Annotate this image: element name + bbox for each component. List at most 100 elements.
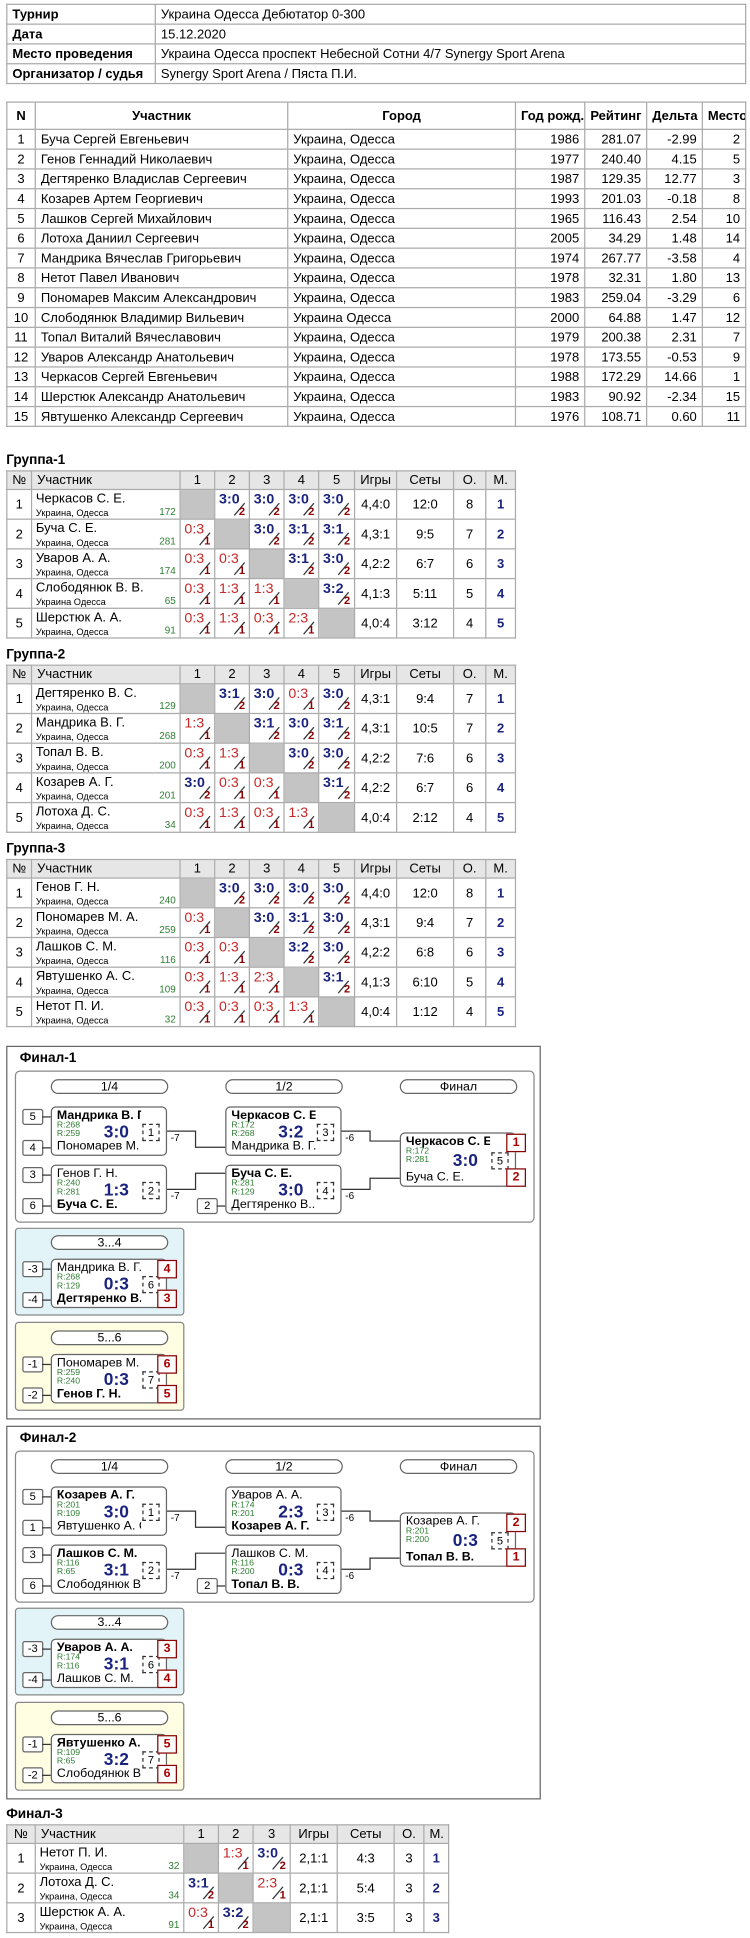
score-box: 3:0 2 [254,1845,289,1872]
player-cell: Украина, Одесса [287,405,517,427]
match-number: 4 [316,1561,335,1580]
score-box: 3:0 2 [320,550,353,577]
player-rating: R:240 [56,1377,81,1387]
player-name: Козарев А. Г. [56,1488,135,1503]
player-cell: 1 [6,128,36,150]
player-row: 1 Буча Сергей Евгеньевич Украина, Одесса 19… [6,128,747,150]
participant: Мандрика В. Г. Украина, Одесса 268 [30,712,181,744]
player-cell: Мандрика Вячеслав Григорьевич [34,247,289,269]
match-score: 0:3 [278,1559,304,1580]
empty-cell [318,996,356,1028]
info-label: Место проведения [6,43,156,65]
connector [167,1130,226,1148]
header-cell: Место [701,101,747,130]
score: 0:3 [184,970,205,986]
player-cell: -2.34 [646,386,703,408]
score-cell: 1:3 1 [179,712,216,744]
participant: Уваров А. А. Украина, Одесса 174 [30,548,181,580]
seed-box: 4 [22,1139,44,1156]
participant-name: Шерстюк А. А. [39,1904,126,1920]
score-box: 3:2 2 [220,1904,252,1931]
points: 7 [452,712,487,744]
loser-goes: -7 [170,1570,180,1582]
header-cell: № [6,1824,36,1845]
match-box: Черкасов С. Е. R:172 Буча С. Е. R:281 3:0 5 [399,1132,517,1187]
score-box: 1:3 1 [216,804,248,831]
round-label: 1/2 [225,1459,343,1474]
match-number: 5 [491,1152,509,1170]
score-box: 3:1 2 [185,1874,217,1901]
player-cell: 1974 [514,247,586,269]
games: 4,0:4 [353,607,398,639]
score-sub: 2 [204,788,211,801]
group-row: 4 Козарев А. Г. Украина, Одесса 201 3:0 2 0:3 1… [6,772,517,804]
player-rating: R:281 [405,1155,430,1165]
score-cell: 1:3 1 [248,577,285,609]
place: 3 [485,936,517,968]
player-cell: Черкасов Сергей Евгеньевич [34,366,289,388]
score-sub: 2 [308,534,315,548]
player-cell: 14 [701,227,747,249]
empty-cell [248,548,285,580]
player-rating: R:65 [56,1757,76,1767]
score-sub: 1 [308,1012,315,1025]
participant-box: Лашков С. М. Украина, Одесса 116 [36,939,176,966]
player-rating: R:201 [231,1509,255,1519]
row-number: 3 [6,548,33,580]
player-row: 6 Лотоха Даниил Сергеевич Украина, Одесса 2… [6,227,747,249]
info-label: Дата [6,23,156,45]
player-rating: R:116 [56,1662,80,1671]
score: 3:2 [288,940,309,956]
row-number: 3 [6,1902,36,1934]
sets: 5:11 [396,577,455,609]
header-row: N Участник Город Год рожд. Рейтинг Дельта Мест… [6,101,747,130]
score-sub: 1 [238,564,246,577]
sets: 3:5 [336,1902,395,1934]
row-number: 2 [6,712,33,744]
info-label: Организатор / судья [6,63,156,85]
score: 0:3 [188,1905,208,1921]
score: 3:1 [188,1876,209,1892]
header-cell: 2 [214,470,250,491]
sets: 9:4 [396,907,455,939]
participant-name: Черкасов С. Е. [35,491,126,507]
score: 3:1 [323,716,344,732]
player-cell: -0.53 [646,346,703,368]
participant-box: Явтушенко А. С. Украина, Одесса 109 [36,968,176,996]
score-cell: 0:3 1 [179,518,216,550]
player-cell: 1993 [514,188,586,210]
player-name: Черкасов С. Е. [231,1108,316,1123]
bracket-lines [167,1130,400,1190]
participant-box: Козарев А. Г. Украина, Одесса 201 [36,774,176,802]
round-label: Финал [399,1079,518,1095]
player-cell: 14.66 [646,366,703,388]
score-box: 2:3 1 [254,1874,289,1901]
participant: Нетот П. И. Украина, Одесса 32 [30,996,181,1028]
score-cell: 0:3 1 [214,548,250,580]
score: 3:0 [253,522,275,538]
empty-cell [252,1902,291,1934]
player-cell: Украина, Одесса [287,267,517,289]
score: 3:0 [257,1846,278,1862]
header-cell: 2 [214,858,250,879]
score: 0:3 [184,611,205,627]
score-sub: 1 [273,982,280,996]
player-rating: R:116 [56,1559,80,1569]
header-cell: 2 [214,664,250,685]
round-label: 3...4 [50,1615,169,1630]
participant-box: Нетот П. И. Украина, Одесса 32 [40,1845,180,1872]
match-number: 4 [316,1181,335,1200]
participant: Лотоха Д. С. Украина, Одесса 34 [34,1872,185,1904]
score-box: 3:1 2 [285,909,317,936]
points: 4 [452,996,487,1028]
header-cell: Сеты [396,858,455,879]
participant-rating: 200 [159,759,176,772]
header-cell: 1 [183,1824,220,1845]
round-label: 1/4 [50,1459,169,1474]
header-cell: N [6,101,36,130]
score: 3:0 [323,686,344,702]
score: 0:3 [219,551,239,567]
player-rating: R:200 [231,1568,255,1577]
player-rating: R:172 [405,1147,430,1156]
player-rating: R:268 [56,1121,81,1130]
